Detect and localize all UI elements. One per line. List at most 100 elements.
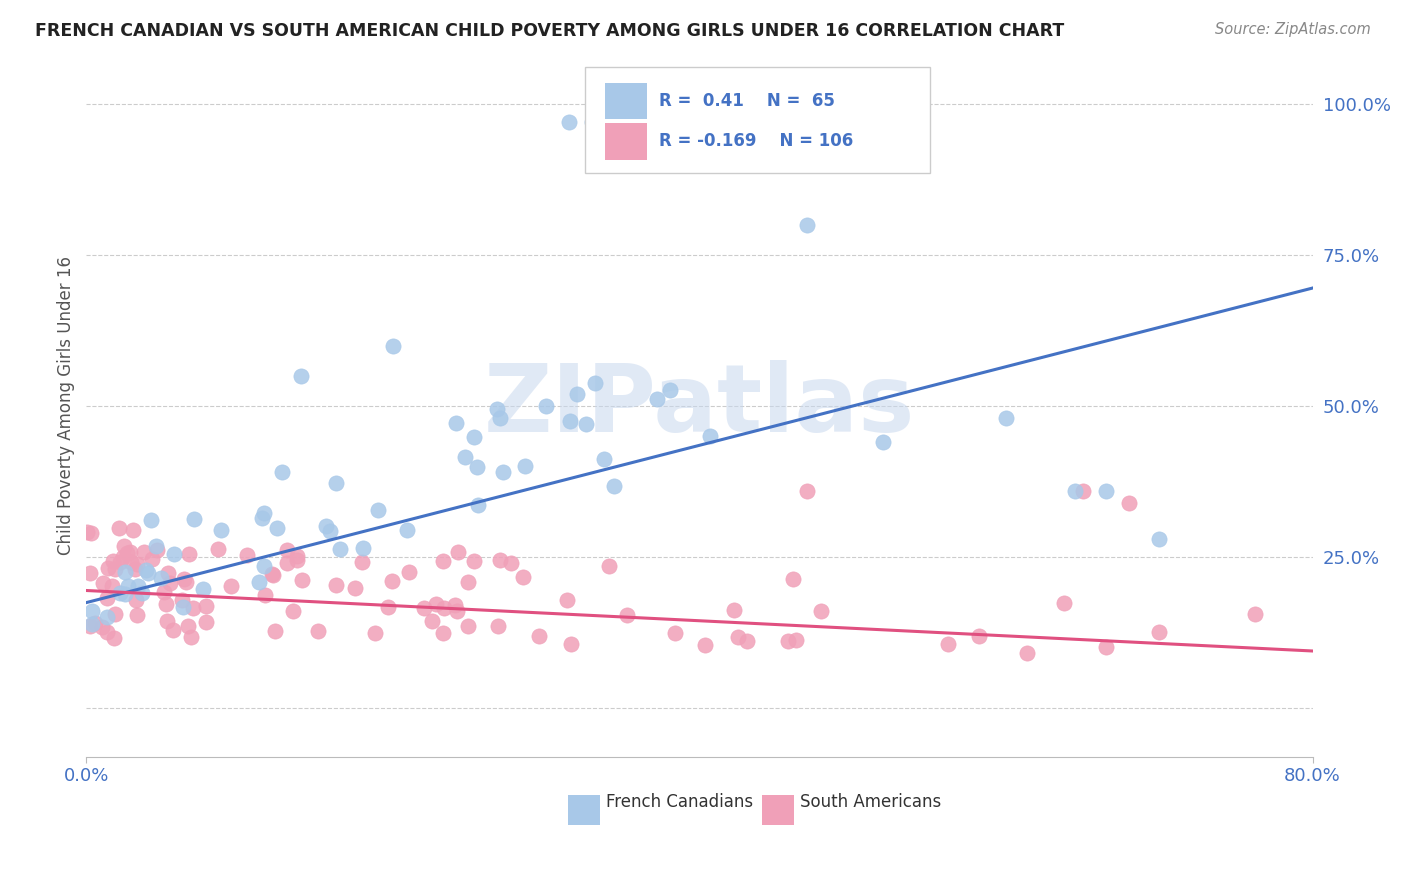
Point xyxy=(253,558,276,573)
Point xyxy=(446,417,468,431)
Text: ZIPatlas: ZIPatlas xyxy=(484,360,915,452)
Point xyxy=(1118,496,1140,510)
Point xyxy=(114,566,136,580)
Text: South Americans: South Americans xyxy=(800,794,941,812)
Point xyxy=(173,573,195,587)
Point xyxy=(398,565,420,579)
Point xyxy=(108,586,131,600)
Point xyxy=(191,582,214,596)
Point xyxy=(489,553,512,567)
Point xyxy=(97,560,120,574)
Point xyxy=(534,399,557,413)
Point xyxy=(658,383,681,397)
Point xyxy=(447,545,470,559)
Point xyxy=(432,626,454,640)
Point xyxy=(291,573,314,587)
Text: R = -0.169    N = 106: R = -0.169 N = 106 xyxy=(659,132,853,151)
Point xyxy=(79,566,101,581)
Point xyxy=(446,604,468,618)
Point xyxy=(264,624,287,638)
Point xyxy=(560,637,582,651)
Point xyxy=(782,572,804,586)
Point xyxy=(125,607,148,622)
Point xyxy=(1064,483,1087,498)
Point xyxy=(163,547,186,561)
Point xyxy=(124,561,146,575)
Point xyxy=(91,576,114,591)
Point xyxy=(96,610,118,624)
Point xyxy=(183,512,205,526)
Point xyxy=(598,559,620,574)
Point xyxy=(352,541,374,556)
Point xyxy=(127,579,149,593)
Point xyxy=(262,566,284,581)
Point xyxy=(785,633,807,648)
Point xyxy=(1149,532,1171,546)
Point xyxy=(325,475,347,490)
Point xyxy=(367,503,389,517)
Point xyxy=(146,543,169,558)
Point xyxy=(457,619,479,633)
Point xyxy=(82,604,104,618)
Point xyxy=(645,392,668,406)
Point xyxy=(209,523,232,537)
Point xyxy=(136,566,159,581)
Point xyxy=(103,631,125,645)
Point xyxy=(307,624,329,639)
Point xyxy=(796,483,818,498)
Point xyxy=(281,604,304,618)
Point xyxy=(467,498,489,512)
Point xyxy=(936,637,959,651)
Point xyxy=(172,599,194,614)
Point xyxy=(488,618,510,632)
Point xyxy=(512,570,534,584)
Point xyxy=(558,414,581,428)
Point xyxy=(174,574,197,589)
Point xyxy=(381,338,404,352)
Point xyxy=(555,592,578,607)
Point xyxy=(108,556,131,570)
Point xyxy=(574,417,596,431)
Point xyxy=(319,524,342,538)
Point xyxy=(180,630,202,644)
Point xyxy=(276,556,298,570)
Point xyxy=(872,435,894,450)
Point xyxy=(131,586,153,600)
FancyBboxPatch shape xyxy=(568,796,600,825)
Point xyxy=(1094,483,1116,498)
Point xyxy=(177,547,200,561)
Point xyxy=(593,451,616,466)
Point xyxy=(153,584,176,599)
Y-axis label: Child Poverty Among Girls Under 16: Child Poverty Among Girls Under 16 xyxy=(58,257,75,556)
Point xyxy=(101,554,124,568)
Point xyxy=(285,553,308,567)
Point xyxy=(112,539,135,553)
Point xyxy=(485,401,508,416)
Point xyxy=(664,626,686,640)
Point xyxy=(103,607,125,622)
Point xyxy=(132,544,155,558)
Point xyxy=(465,460,488,475)
Point xyxy=(489,411,512,425)
Point xyxy=(150,571,173,585)
Point xyxy=(810,604,832,618)
Point xyxy=(157,566,180,581)
Point xyxy=(491,465,513,479)
Point xyxy=(115,546,138,560)
Point xyxy=(112,549,135,564)
Point xyxy=(967,629,990,643)
Point xyxy=(108,521,131,535)
Point xyxy=(114,587,136,601)
Point xyxy=(1147,624,1170,639)
Point xyxy=(145,539,167,553)
Point xyxy=(1243,607,1265,621)
Point xyxy=(1015,646,1038,660)
Point xyxy=(565,387,588,401)
Point xyxy=(413,601,436,615)
Point xyxy=(91,620,114,634)
Point xyxy=(122,523,145,537)
Text: R =  0.41    N =  65: R = 0.41 N = 65 xyxy=(659,92,835,110)
Point xyxy=(463,430,485,444)
Point xyxy=(253,588,276,602)
Point xyxy=(699,429,721,443)
